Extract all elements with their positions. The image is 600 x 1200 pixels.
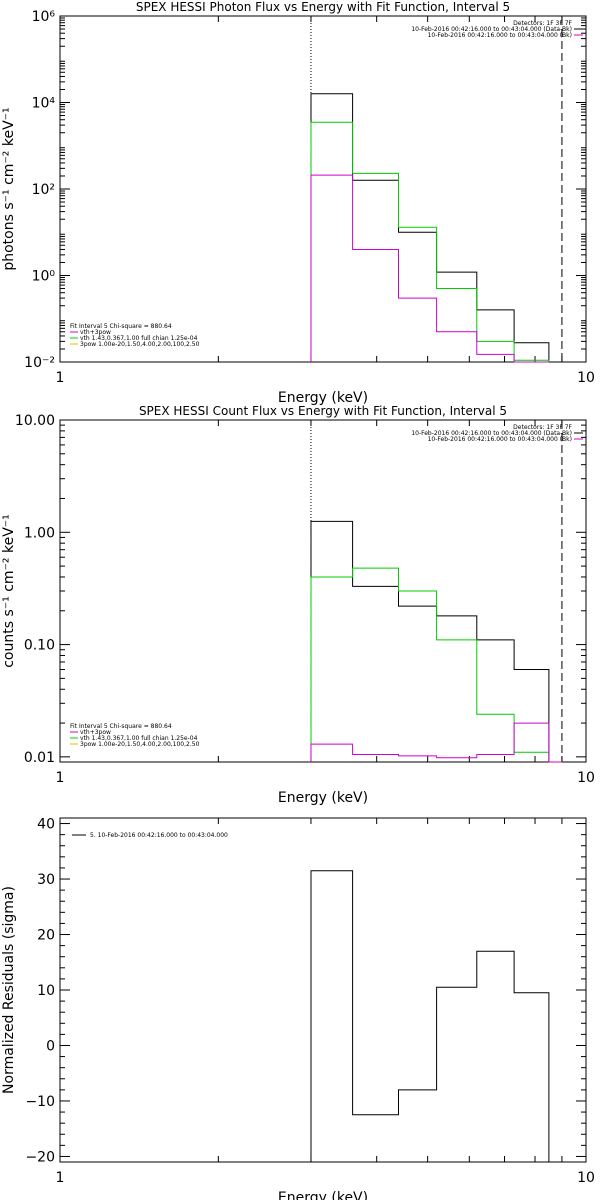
chart-title: SPEX HESSI Photon Flux vs Energy with Fi… (136, 0, 510, 14)
fit-legend-item: vth 1.43,0.367,1.00 full chian 1.25e-04 (80, 335, 198, 342)
x-tick-label: 1 (56, 1170, 65, 1186)
x-axis-label: Energy (keV) (278, 1190, 368, 1200)
y-tick-label: 10⁰ (32, 269, 56, 285)
info-line: Detectors: 1F 3F 7F (513, 20, 572, 27)
x-tick-label: 10 (577, 770, 595, 786)
y-axis-label: counts s⁻¹ cm⁻² keV⁻¹ (1, 514, 17, 668)
series-bk-line (310, 174, 549, 363)
y-tick-label: −10 (25, 1094, 55, 1110)
y-tick-label: 10⁴ (32, 96, 56, 112)
y-tick-label: 20 (37, 928, 55, 944)
x-tick-label: 10 (577, 370, 595, 386)
y-tick-label: −20 (25, 1149, 55, 1165)
chart-panel-3: 1 10 −20 −10 0 10 20 30 40 Energy (keV) Normalized… (1, 817, 595, 1200)
y-axis-label: photons s⁻¹ cm⁻² keV⁻¹ (1, 107, 17, 270)
series-bk-line (310, 722, 562, 763)
y-tick-label: 0.10 (24, 638, 55, 654)
info-line: 10-Feb-2016 00:42:16.000 to 00:43:04.000… (428, 32, 572, 39)
series-fit-line (310, 121, 550, 362)
y-tick-label: 10 (37, 983, 55, 999)
series-data-bk-line (310, 520, 562, 763)
fit-legend-item: vth+3pow (80, 729, 111, 736)
series-fit-line (310, 567, 562, 763)
fit-legend-item: Fit Interval 5 Chi-square = 880.64 (70, 323, 172, 330)
y-tick-label: 10⁻² (24, 355, 55, 371)
y-tick-label: 30 (37, 872, 55, 888)
y-tick-label: 1.00 (24, 525, 55, 541)
x-tick-label: 1 (56, 370, 65, 386)
y-tick-label: 40 (37, 817, 55, 833)
x-tick-label: 1 (56, 770, 65, 786)
y-tick-label: 10⁶ (32, 9, 56, 25)
info-line: 10-Feb-2016 00:42:16.000 to 00:43:04.000… (411, 430, 572, 437)
y-tick-label: 0 (46, 1038, 55, 1054)
chart-title: SPEX HESSI Count Flux vs Energy with Fit… (139, 404, 507, 418)
fit-legend-item: 3pow 1.00e-20,1.50,4.00,2.00,100,2.50 (80, 741, 200, 748)
series-residuals-line (310, 870, 562, 1163)
fit-legend-item: vth+3pow (80, 329, 111, 336)
chart-panel-1: SPEX HESSI Photon Flux vs Energy with Fi… (1, 0, 595, 406)
fit-legend-item: vth 1.43,0.367,1.00 full chian 1.25e-04 (80, 735, 198, 742)
fit-legend-item: Fit Interval 5 Chi-square = 880.64 (70, 723, 172, 730)
y-tick-label: 0.01 (24, 750, 55, 766)
series-data-bk-line (310, 93, 550, 362)
info-line: Detectors: 1F 3F 7F (513, 424, 572, 431)
chart-panel-2: SPEX HESSI Count Flux vs Energy with Fit… (1, 404, 595, 806)
fit-legend-item: 3pow 1.00e-20,1.50,4.00,2.00,100,2.50 (80, 341, 200, 348)
plot-frame (59, 419, 587, 763)
info-line: 10-Feb-2016 00:42:16.000 to 00:43:04.000… (411, 26, 572, 33)
x-axis-label: Energy (keV) (278, 390, 368, 406)
x-axis-label: Energy (keV) (278, 790, 368, 806)
y-axis-label: Normalized Residuals (sigma) (1, 886, 17, 1094)
y-tick-label: 10² (32, 182, 55, 198)
plot-frame (59, 817, 587, 1163)
x-tick-label: 10 (577, 1170, 595, 1186)
residual-legend: 5. 10-Feb-2016 00:42:16.000 to 00:43:04.… (90, 832, 228, 839)
y-tick-label: 10.00 (15, 413, 55, 429)
info-line: 10-Feb-2016 00:42:16.000 to 00:43:04.000… (428, 436, 572, 443)
